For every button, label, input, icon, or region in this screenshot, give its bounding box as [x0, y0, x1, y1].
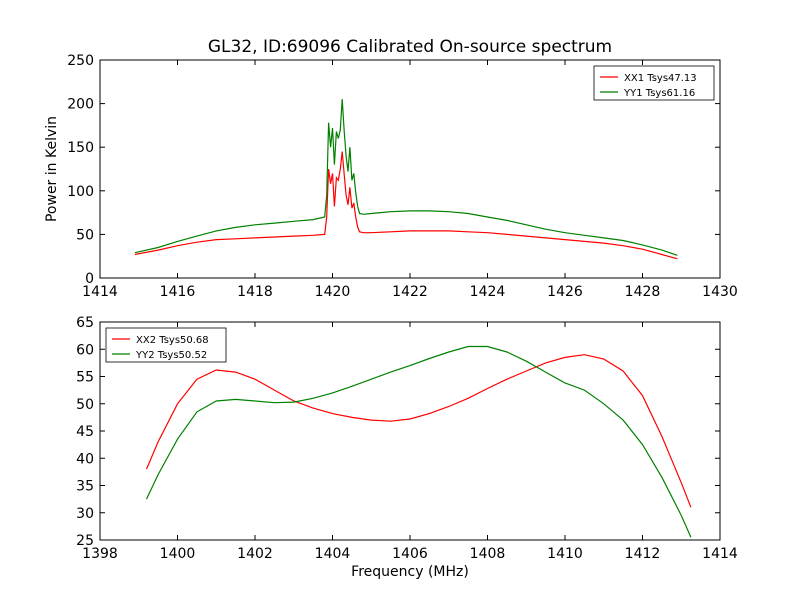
x-tick-label: 1412 — [625, 546, 661, 562]
bottom-plot: 1398 1400 1402 1404 1406 1408 1410 1412 1414 25 30… — [76, 315, 738, 562]
y-tick-label: 250 — [67, 53, 94, 69]
y-tick-label: 50 — [76, 227, 94, 243]
x-tick-label: 1406 — [392, 546, 428, 562]
x-tick-label: 1408 — [470, 546, 506, 562]
x-tick-label: 1400 — [160, 546, 196, 562]
y-tick-label: 25 — [76, 533, 94, 549]
y-tick-label: 65 — [76, 315, 94, 331]
y-tick-label: 55 — [76, 370, 94, 386]
y-tick-label: 30 — [76, 506, 94, 522]
x-tick-label: 1416 — [160, 284, 196, 300]
y-tick-label: 200 — [67, 97, 94, 113]
x-tick-label: 1424 — [470, 284, 506, 300]
x-tick-label: 1426 — [547, 284, 583, 300]
series-line-1 — [134, 151, 678, 260]
series-line-2 — [145, 345, 692, 538]
legend-box — [105, 327, 227, 363]
legend-label: XX1 Tsys47.13 — [624, 73, 697, 84]
y-tick-label: 50 — [76, 397, 94, 413]
y-tick-label: 45 — [76, 424, 94, 440]
x-axis-label: Frequency (MHz) — [351, 564, 469, 580]
legend: XX1 Tsys47.13 YY1 Tsys61.16 — [593, 65, 715, 101]
y-tick-label: 40 — [76, 451, 94, 467]
y-tick-label: 35 — [76, 479, 94, 495]
y-axis-label: Power in Kelvin — [44, 116, 60, 222]
x-tick-label: 1410 — [547, 546, 583, 562]
x-tick-label: 1414 — [702, 546, 738, 562]
x-tick-label: 1398 — [82, 546, 118, 562]
y-tick-label: 100 — [67, 184, 94, 200]
x-tick-label: 1402 — [237, 546, 273, 562]
y-tick-label: 0 — [85, 271, 94, 287]
legend-label: XX2 Tsys50.68 — [136, 335, 209, 346]
x-tick-label: 1418 — [237, 284, 273, 300]
x-tick-label: 1404 — [315, 546, 351, 562]
series-line-1 — [145, 354, 692, 508]
x-tick-label: 1428 — [625, 284, 661, 300]
chart-title: GL32, ID:69096 Calibrated On-source spec… — [208, 37, 612, 57]
y-tick-label: 150 — [67, 140, 94, 156]
x-tick-label: 1420 — [315, 284, 351, 300]
x-tick-label: 1414 — [82, 284, 118, 300]
top-plot: 1414 1416 1418 1420 1422 1424 1426 1428 1430 0 50 1… — [44, 53, 738, 300]
y-tick-label: 60 — [76, 342, 94, 358]
legend-label: YY1 Tsys61.16 — [623, 88, 695, 99]
series-line-2 — [134, 99, 678, 256]
legend: XX2 Tsys50.68 YY2 Tsys50.52 — [105, 327, 227, 363]
x-tick-label: 1430 — [702, 284, 738, 300]
legend-label: YY2 Tsys50.52 — [135, 350, 207, 361]
legend-box — [593, 65, 715, 101]
x-tick-label: 1422 — [392, 284, 428, 300]
